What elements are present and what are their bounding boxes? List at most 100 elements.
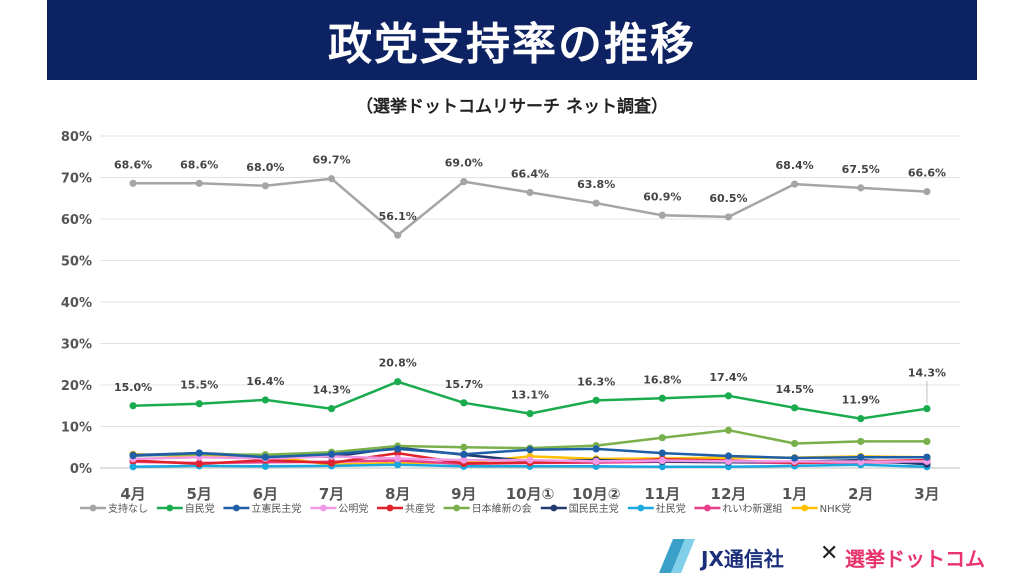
y-tick-label: 60% [61,213,92,228]
data-point [658,449,666,457]
legend-swatch-marker [166,504,174,512]
data-label: 68.4% [776,159,814,172]
data-label: 60.9% [643,190,681,203]
x-tick-label: 7月 [319,485,344,503]
data-label: 68.6% [180,158,218,171]
legend-label: 公明党 [338,502,368,515]
data-point [592,199,600,207]
data-label: 66.4% [511,167,549,180]
data-label: 60.5% [709,192,747,205]
y-tick-label: 30% [61,338,92,353]
legend-label: 日本維新の会 [472,502,532,515]
data-point [857,184,865,192]
data-point [724,426,733,434]
y-tick-label: 40% [61,296,92,311]
data-point [724,213,733,221]
logo-cross: ✕ [820,541,839,566]
legend-swatch-marker [320,504,327,512]
data-point [592,457,600,465]
x-tick-label: 12月 [711,485,747,503]
x-tick-label: 2月 [848,485,873,503]
data-point [261,396,269,404]
data-point [724,452,733,460]
data-point [261,453,269,461]
x-tick-label: 8月 [385,485,410,503]
data-point [327,459,336,467]
data-point [327,175,336,183]
senkyo-logo-text: 選挙ドットコム [845,547,985,571]
legend-label: 国民民主党 [569,502,619,515]
legend-swatch-marker [801,504,808,512]
data-point [857,453,865,461]
data-point [394,461,402,469]
data-point [129,451,137,460]
data-point [261,462,269,470]
y-tick-label: 0% [70,462,92,477]
y-tick-label: 80% [61,130,92,145]
data-point [327,450,336,458]
title-banner: 政党支持率の推移 [47,0,977,80]
data-point [526,446,534,454]
data-label: 11.9% [842,394,880,407]
data-label: 16.8% [643,373,681,386]
data-point [129,402,137,410]
data-point [923,405,931,413]
data-label: 16.4% [246,375,284,388]
data-point [724,392,733,400]
data-label: 67.5% [842,163,880,176]
data-point [592,445,600,453]
legend-label: 支持なし [108,502,148,515]
data-point [658,394,666,402]
jx-logo-icon [659,539,695,573]
data-label: 68.0% [246,161,284,174]
legend-swatch-marker [233,504,240,512]
chart-subtitle: （選挙ドットコムリサーチ ネット調査） [356,97,668,117]
data-point [394,231,402,239]
data-label: 68.6% [114,158,152,171]
jx-logo-text: JX通信社 [701,547,784,571]
data-point [857,415,865,423]
data-label: 15.7% [445,378,483,391]
data-point [460,450,468,458]
data-point [460,456,468,464]
data-label: 69.0% [445,157,483,170]
data-point [195,179,203,187]
data-label: 13.1% [511,389,549,402]
y-tick-label: 10% [61,421,92,436]
legend-swatch-marker [386,504,394,512]
x-tick-label: 4月 [120,485,145,503]
data-point [526,456,534,464]
legend-swatch-marker [453,504,460,512]
data-point [327,405,336,413]
data-point [460,443,468,451]
y-tick-label: 20% [61,379,92,394]
data-point [791,404,799,412]
x-tick-label: 1月 [782,485,807,503]
data-point [791,439,799,448]
chart-title: 政党支持率の推移 [328,19,696,70]
data-point [394,454,402,463]
data-point [195,449,203,457]
data-label: 14.3% [312,384,350,397]
data-point [658,463,666,471]
x-tick-label: 6月 [253,485,278,503]
data-point [129,179,137,187]
logo-area: JX通信社 ✕ 選挙ドットコム [655,535,985,575]
data-point [460,178,468,186]
legend-label: 自民党 [185,502,215,515]
legend-label: れいわ新選組 [722,502,782,515]
data-label: 20.8% [379,357,417,370]
data-point [658,434,666,442]
series-line [133,177,927,237]
data-point [658,456,666,465]
data-label: 14.3% [908,367,946,380]
data-label: 63.8% [577,178,615,191]
x-tick-label: 5月 [187,485,212,503]
data-point [195,460,203,468]
data-point [923,453,931,461]
data-point [526,410,534,418]
legend-swatch-marker [637,504,645,512]
data-label: 16.3% [577,375,615,388]
data-point [791,180,799,188]
